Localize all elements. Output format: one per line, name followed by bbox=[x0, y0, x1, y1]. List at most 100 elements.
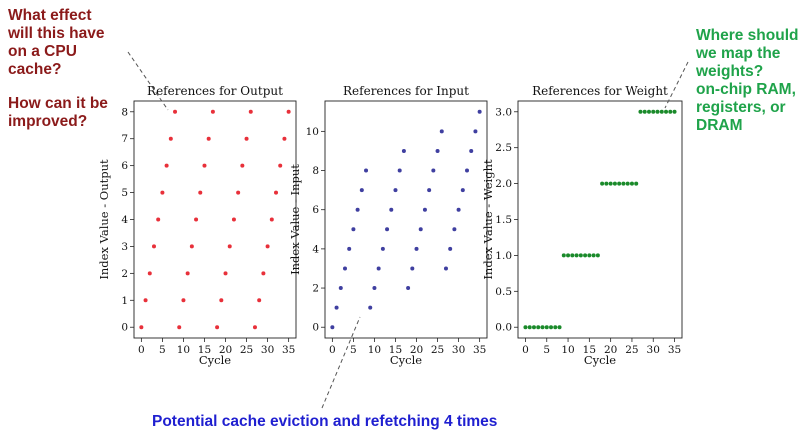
data-point bbox=[570, 253, 575, 258]
data-point bbox=[651, 109, 656, 114]
chart-title: References for Input bbox=[343, 84, 469, 98]
data-point bbox=[286, 109, 291, 114]
data-point bbox=[443, 266, 448, 271]
data-point bbox=[376, 266, 381, 271]
data-point bbox=[274, 190, 279, 195]
data-point bbox=[368, 305, 373, 310]
data-point bbox=[625, 181, 630, 186]
data-point bbox=[189, 244, 194, 249]
annotation-top-right-line: DRAM bbox=[696, 117, 743, 134]
data-point bbox=[549, 325, 554, 330]
data-point bbox=[422, 207, 427, 212]
data-point bbox=[672, 109, 677, 114]
x-tick-label: 15 bbox=[389, 344, 402, 356]
data-point bbox=[617, 181, 622, 186]
y-tick-label: 0.0 bbox=[495, 322, 512, 334]
data-point bbox=[540, 325, 545, 330]
data-point bbox=[431, 168, 436, 173]
y-tick-label: 5 bbox=[121, 187, 128, 199]
data-point bbox=[561, 253, 566, 258]
data-point bbox=[531, 325, 536, 330]
chart-title: References for Weight bbox=[532, 84, 668, 98]
data-point bbox=[380, 246, 385, 251]
y-tick-label: 3 bbox=[121, 241, 128, 253]
data-point bbox=[595, 253, 600, 258]
annotation-top-right-line: Where should bbox=[696, 27, 798, 44]
x-tick-label: 25 bbox=[625, 344, 638, 356]
x-axis-label: Cycle bbox=[584, 353, 616, 367]
data-point bbox=[330, 325, 335, 330]
y-tick-label: 4 bbox=[121, 214, 128, 226]
data-point bbox=[634, 181, 639, 186]
data-point bbox=[338, 286, 343, 291]
x-tick-label: 5 bbox=[543, 344, 550, 356]
y-tick-label: 1 bbox=[121, 295, 128, 307]
y-tick-label: 8 bbox=[312, 165, 319, 177]
chart-title: References for Output bbox=[147, 84, 283, 98]
annotation-top-right: Where should we map the weights? on-chip… bbox=[695, 27, 803, 134]
annotation-top-right-line: registers, or bbox=[696, 99, 786, 116]
leader-line-top-left bbox=[127, 51, 169, 111]
chart-panel: References for Output 0 5 10 15 20 25 30 35 0 1 2 3 4… bbox=[97, 84, 297, 367]
data-point bbox=[389, 207, 394, 212]
x-axis-label: Cycle bbox=[199, 353, 231, 367]
data-point bbox=[397, 168, 402, 173]
x-tick-label: 35 bbox=[668, 344, 681, 356]
data-point bbox=[278, 163, 283, 168]
data-point bbox=[282, 136, 287, 141]
x-tick-label: 15 bbox=[198, 344, 211, 356]
y-tick-label: 2.0 bbox=[495, 178, 512, 190]
data-point bbox=[621, 181, 626, 186]
y-tick-label: 6 bbox=[312, 204, 319, 216]
data-point bbox=[372, 286, 377, 291]
data-point bbox=[668, 109, 673, 114]
data-point bbox=[236, 190, 241, 195]
data-point bbox=[410, 266, 415, 271]
data-point bbox=[223, 271, 228, 276]
data-point bbox=[448, 246, 453, 251]
data-point bbox=[473, 129, 478, 134]
data-point bbox=[456, 207, 461, 212]
x-tick-label: 0 bbox=[329, 344, 336, 356]
x-tick-label: 35 bbox=[282, 344, 295, 356]
data-point bbox=[544, 325, 549, 330]
x-axis-label: Cycle bbox=[390, 353, 422, 367]
x-tick-label: 35 bbox=[473, 344, 486, 356]
data-point bbox=[460, 188, 465, 193]
data-point bbox=[566, 253, 571, 258]
y-tick-label: 0 bbox=[121, 322, 128, 334]
data-point bbox=[139, 325, 144, 330]
annotation-top-right-line: we map the bbox=[695, 45, 781, 62]
data-point bbox=[477, 109, 482, 114]
x-tick-label: 0 bbox=[522, 344, 529, 356]
data-point bbox=[156, 217, 161, 222]
data-point bbox=[168, 136, 173, 141]
data-point bbox=[655, 109, 660, 114]
data-point bbox=[591, 253, 596, 258]
annotation-top-right-line: weights? bbox=[695, 63, 763, 80]
data-point bbox=[574, 253, 579, 258]
data-point bbox=[198, 190, 203, 195]
y-tick-label: 0.5 bbox=[495, 286, 512, 298]
data-point bbox=[215, 325, 220, 330]
chart-panel: References for Input 0 5 10 15 20 25 30 35 0 2 4 6 8 1… bbox=[288, 84, 488, 367]
data-point bbox=[342, 266, 347, 271]
x-tick-label: 25 bbox=[431, 344, 444, 356]
x-tick-label: 10 bbox=[368, 344, 381, 356]
data-point bbox=[527, 325, 532, 330]
leader-line-top-right bbox=[664, 61, 689, 109]
data-point bbox=[469, 148, 474, 153]
data-point bbox=[194, 217, 199, 222]
data-point bbox=[553, 325, 558, 330]
data-point bbox=[210, 109, 215, 114]
data-point bbox=[240, 163, 245, 168]
data-point bbox=[248, 109, 253, 114]
data-point bbox=[143, 298, 148, 303]
data-point bbox=[600, 181, 605, 186]
data-point bbox=[351, 227, 356, 232]
x-tick-label: 10 bbox=[177, 344, 190, 356]
x-tick-label: 0 bbox=[138, 344, 145, 356]
data-point bbox=[160, 190, 165, 195]
x-tick-label: 5 bbox=[350, 344, 357, 356]
data-point bbox=[629, 181, 634, 186]
